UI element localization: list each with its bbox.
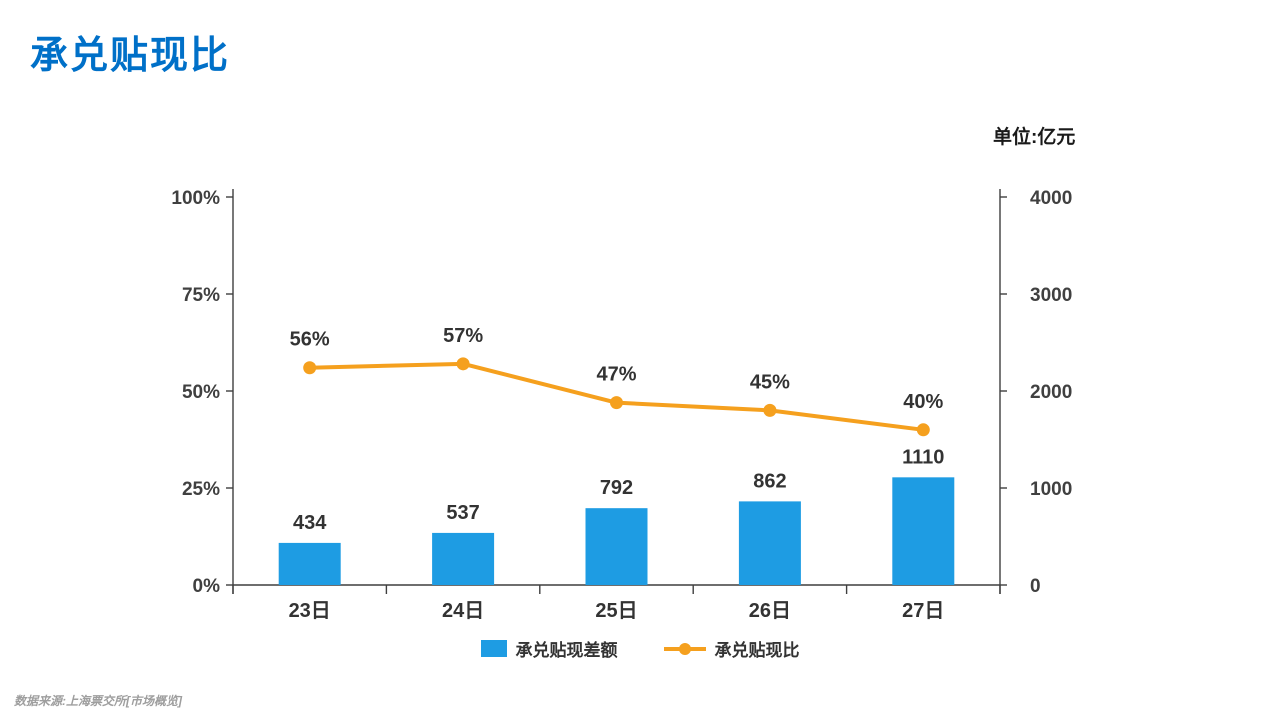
line-marker (763, 403, 777, 417)
bar (892, 477, 955, 585)
chart-legend: 承兑贴现差额 承兑贴现比 (0, 636, 1280, 661)
left-axis-tick-label: 75% (182, 285, 220, 306)
bar-value-label: 537 (446, 502, 479, 524)
line-marker-icon (678, 642, 691, 655)
percent-label: 45% (750, 371, 790, 393)
x-axis-label: 24日 (442, 600, 484, 622)
bar (278, 542, 341, 585)
left-axis-tick-label: 25% (182, 479, 220, 500)
left-axis-tick-label: 50% (182, 382, 220, 403)
x-axis-label: 27日 (902, 600, 944, 622)
percent-label: 57% (443, 325, 483, 347)
bar (432, 532, 495, 585)
right-axis-tick-label: 1000 (1030, 479, 1072, 500)
line-marker (610, 396, 623, 410)
right-axis-tick-label: 0 (1030, 576, 1041, 597)
bar-value-label: 1110 (902, 446, 944, 468)
unit-label: 单位:亿元 (993, 127, 1076, 148)
x-axis-label: 25日 (595, 600, 637, 622)
legend-label: 承兑贴现比 (714, 641, 800, 660)
left-axis-tick-label: 100% (171, 188, 220, 209)
line-marker (303, 361, 317, 375)
bar-value-label: 434 (293, 512, 327, 534)
page-title: 承兑贴现比 (30, 35, 231, 77)
line-marker (916, 423, 930, 437)
right-axis-tick-label: 4000 (1030, 188, 1072, 209)
bar-swatch-icon (480, 640, 507, 657)
percent-label: 56% (290, 329, 330, 351)
line-swatch-icon (663, 642, 706, 655)
percent-label: 47% (596, 364, 636, 386)
x-axis-label: 26日 (749, 600, 791, 622)
right-axis-tick-label: 2000 (1030, 382, 1072, 403)
bar-value-label: 862 (753, 470, 786, 492)
x-axis-label: 23日 (289, 600, 331, 622)
percent-label: 40% (903, 391, 943, 413)
legend-item-line-series: 承兑贴现比 (663, 636, 800, 661)
bar-value-label: 792 (600, 477, 633, 499)
right-axis-tick-label: 3000 (1030, 285, 1072, 306)
line-marker (456, 357, 470, 371)
left-axis-tick-label: 0% (193, 576, 221, 597)
source-note: 数据来源:上海票交所[市场概览] (14, 694, 182, 708)
bar (585, 508, 648, 585)
legend-label: 承兑贴现差额 (515, 641, 618, 660)
bar (738, 501, 801, 585)
legend-item-bar-series: 承兑贴现差额 (480, 636, 618, 661)
